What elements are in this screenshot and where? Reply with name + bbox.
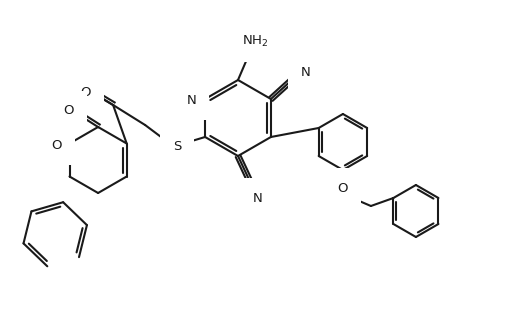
Text: O: O bbox=[80, 86, 90, 99]
Text: N: N bbox=[301, 67, 311, 80]
Text: N: N bbox=[253, 192, 263, 205]
Text: O: O bbox=[338, 182, 348, 194]
Text: N: N bbox=[186, 94, 196, 106]
Text: NH$_2$: NH$_2$ bbox=[242, 34, 268, 49]
Text: O: O bbox=[51, 139, 62, 152]
Text: S: S bbox=[173, 141, 181, 154]
Text: O: O bbox=[63, 104, 73, 118]
